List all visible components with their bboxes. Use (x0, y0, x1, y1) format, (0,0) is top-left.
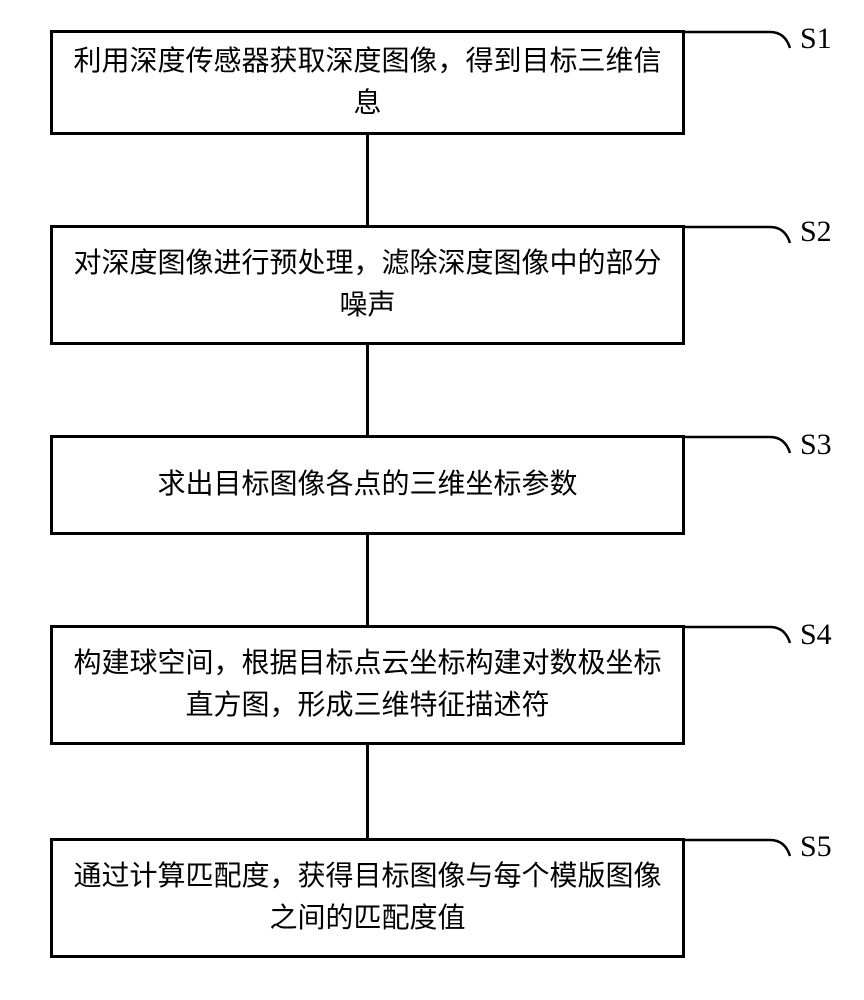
connector-s2-s3 (366, 345, 369, 435)
step-label-s1: S1 (800, 22, 832, 56)
step-text-s1: 利用深度传感器获取深度图像，得到目标三维信息 (73, 41, 662, 125)
step-box-s4: 构建球空间，根据目标点云坐标构建对数极坐标直方图，形成三维特征描述符 (50, 625, 685, 745)
connector-s1-s2 (366, 135, 369, 225)
step-label-s3: S3 (800, 428, 832, 462)
step-text-s2: 对深度图像进行预处理，滤除深度图像中的部分噪声 (73, 243, 662, 327)
step-box-s5: 通过计算匹配度，获得目标图像与每个模版图像之间的匹配度值 (50, 838, 685, 958)
label-connector-s3 (685, 431, 800, 461)
step-box-s1: 利用深度传感器获取深度图像，得到目标三维信息 (50, 30, 685, 135)
step-label-s4: S4 (800, 618, 832, 652)
connector-s3-s4 (366, 535, 369, 625)
label-connector-s5 (685, 834, 800, 864)
label-connector-s2 (685, 221, 800, 251)
step-text-s5: 通过计算匹配度，获得目标图像与每个模版图像之间的匹配度值 (73, 856, 662, 940)
step-text-s3: 求出目标图像各点的三维坐标参数 (157, 464, 577, 506)
step-label-s2: S2 (800, 215, 832, 249)
step-box-s3: 求出目标图像各点的三维坐标参数 (50, 435, 685, 535)
label-connector-s1 (685, 26, 800, 56)
step-label-s5: S5 (800, 830, 832, 864)
step-box-s2: 对深度图像进行预处理，滤除深度图像中的部分噪声 (50, 225, 685, 345)
flowchart-container: 利用深度传感器获取深度图像，得到目标三维信息 S1 对深度图像进行预处理，滤除深… (0, 0, 864, 1000)
label-connector-s4 (685, 621, 800, 651)
step-text-s4: 构建球空间，根据目标点云坐标构建对数极坐标直方图，形成三维特征描述符 (73, 643, 662, 727)
connector-s4-s5 (366, 745, 369, 838)
